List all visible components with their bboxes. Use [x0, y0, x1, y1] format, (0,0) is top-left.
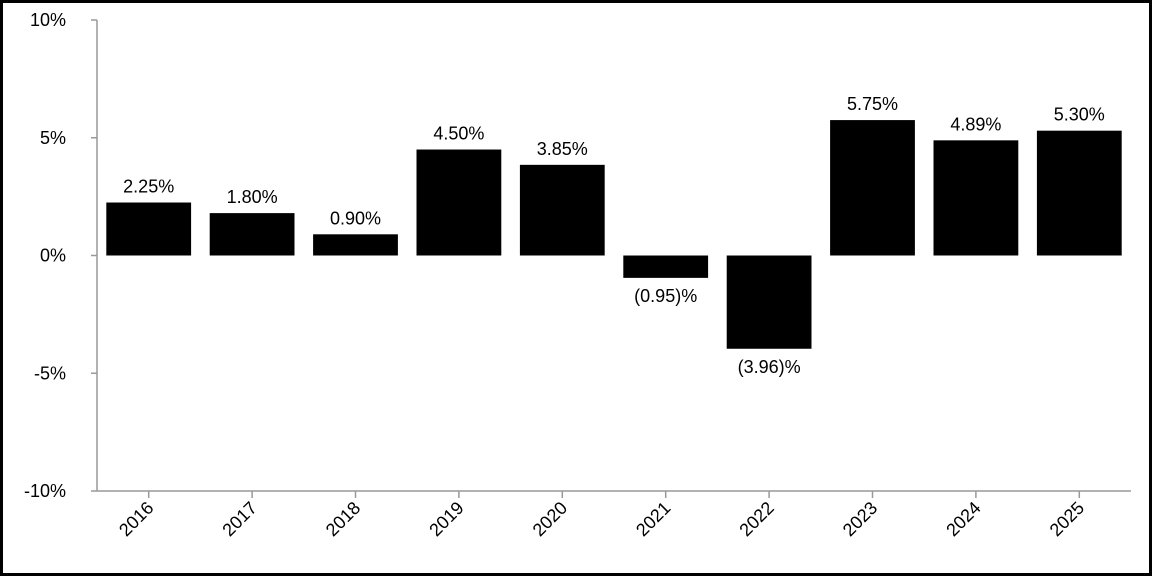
bar — [933, 140, 1019, 256]
y-tick-label: 0% — [40, 246, 66, 266]
data-label: 4.89% — [950, 114, 1001, 134]
data-label: 4.50% — [433, 124, 484, 144]
data-label: 3.85% — [537, 139, 588, 159]
data-label: 0.90% — [330, 208, 381, 228]
bar — [1036, 130, 1122, 256]
y-tick-label: 10% — [30, 10, 66, 30]
y-tick-label: 5% — [40, 128, 66, 148]
data-label: (3.96)% — [738, 357, 801, 377]
data-label: 5.30% — [1054, 105, 1105, 125]
bar — [830, 120, 915, 256]
bar — [623, 255, 709, 278]
bar — [726, 255, 812, 349]
bar — [209, 213, 295, 256]
bar — [416, 149, 502, 256]
y-tick-label: -10% — [24, 481, 66, 501]
data-label: 1.80% — [227, 187, 278, 207]
bar — [313, 234, 398, 256]
y-tick-label: -5% — [34, 363, 66, 383]
data-label: (0.95)% — [634, 286, 697, 306]
bar — [106, 202, 192, 256]
bar — [519, 164, 605, 256]
data-label: 5.75% — [847, 94, 898, 114]
data-label: 2.25% — [123, 177, 174, 197]
